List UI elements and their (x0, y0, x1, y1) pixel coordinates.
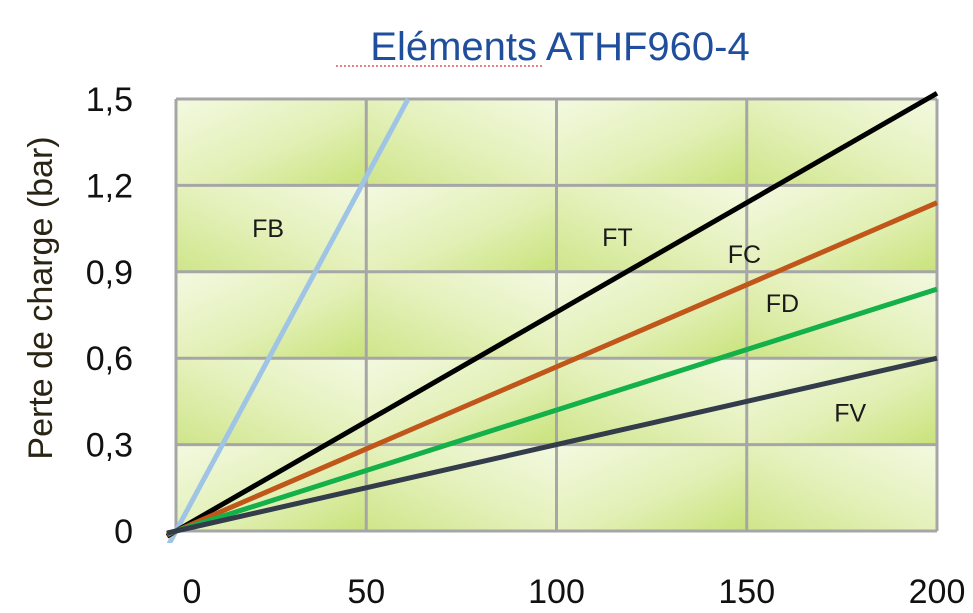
x-tick-label: 150 (718, 573, 775, 611)
y-axis-label: Perte de charge (bar) (22, 136, 60, 459)
plot-cell (746, 358, 937, 445)
series-label-fc: FC (728, 241, 761, 269)
series-group (166, 91, 939, 543)
y-tick-label: 0,9 (86, 254, 133, 292)
plot-cell (366, 444, 557, 531)
plot-cell (746, 271, 937, 359)
plot-cell (176, 185, 367, 272)
grid (174, 97, 939, 533)
y-tick-label: 1,5 (86, 81, 133, 119)
x-tick-label: 50 (347, 573, 385, 611)
chart-title: Eléments ATHF960-4 (370, 25, 749, 69)
y-tick-label: 0,6 (86, 340, 133, 378)
plot-cell (366, 99, 557, 186)
plot-cell (556, 271, 747, 359)
series-line-fv (166, 355, 938, 536)
plot-cell (746, 185, 937, 272)
plot-cell (176, 99, 367, 186)
x-axis-ticks: 0 50 100 150 200 (183, 573, 966, 611)
plot-cell (746, 444, 937, 531)
series-label-fv: FV (834, 400, 866, 428)
plot-cell (366, 185, 557, 272)
plot-cell (176, 271, 367, 359)
series-label-ft: FT (602, 224, 633, 252)
y-axis-ticks: 0 0,3 0,6 0,9 1,2 1,5 (86, 81, 133, 551)
series-label-fb: FB (252, 215, 284, 243)
plot-cell (556, 444, 747, 531)
x-tick-label: 0 (183, 573, 202, 611)
y-tick-label: 0 (114, 513, 133, 551)
plot-cell (176, 358, 367, 445)
y-tick-label: 1,2 (86, 167, 133, 205)
y-tick-label: 0,3 (86, 427, 133, 465)
x-tick-label: 200 (909, 573, 966, 611)
plot-cell (366, 271, 557, 359)
x-tick-label: 100 (528, 573, 585, 611)
series-label-fd: FD (766, 290, 799, 318)
plot-cell (556, 99, 747, 186)
plot-cell (366, 358, 557, 445)
